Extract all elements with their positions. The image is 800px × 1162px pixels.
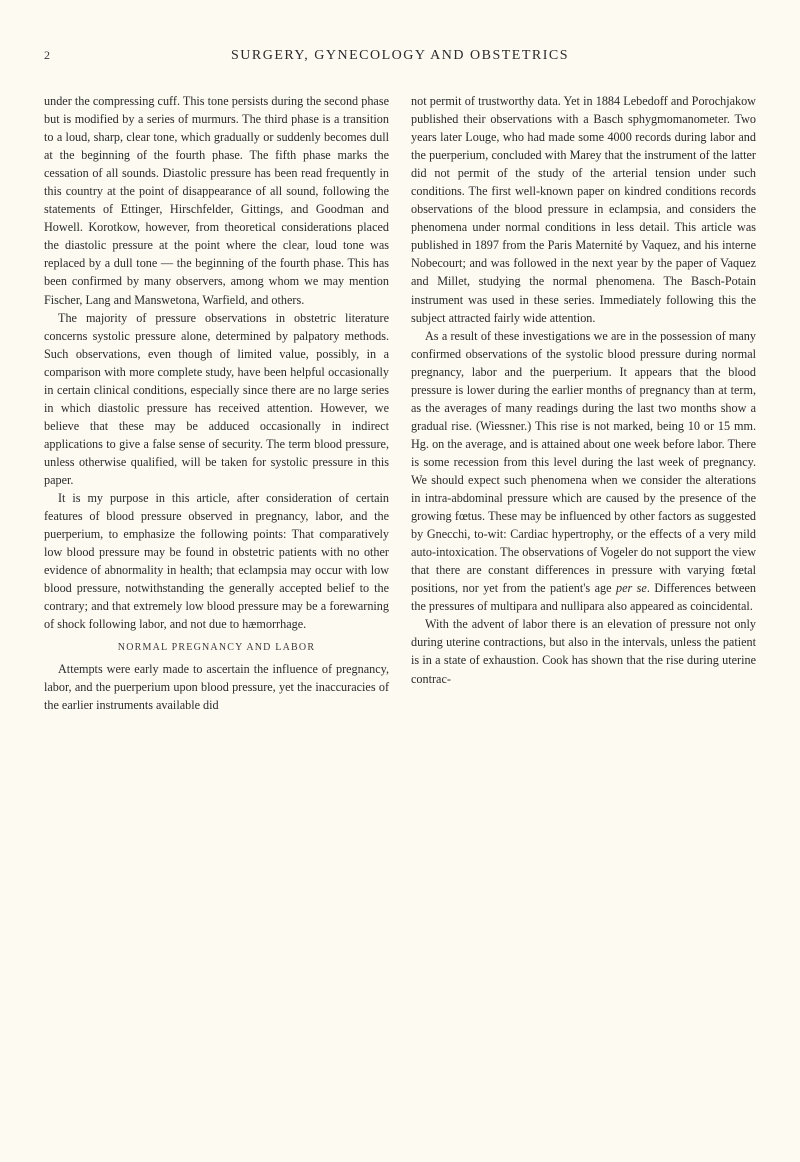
left-paragraph-4: Attempts were early made to ascertain th… bbox=[44, 660, 389, 714]
left-paragraph-2: The majority of pressure observations in… bbox=[44, 309, 389, 489]
right-column: not permit of trustworthy data. Yet in 1… bbox=[411, 92, 756, 714]
right-paragraph-2: As a result of these investigations we a… bbox=[411, 327, 756, 616]
right-paragraph-1: not permit of trustworthy data. Yet in 1… bbox=[411, 92, 756, 327]
page-header-title: SURGERY, GYNECOLOGY AND OBSTETRICS bbox=[44, 48, 756, 64]
page-number: 2 bbox=[44, 48, 50, 63]
section-heading-normal-pregnancy: NORMAL PREGNANCY AND LABOR bbox=[44, 641, 389, 656]
left-column: under the compressing cuff. This tone pe… bbox=[44, 92, 389, 714]
per-se-italic: per se bbox=[616, 581, 647, 595]
left-paragraph-1: under the compressing cuff. This tone pe… bbox=[44, 92, 389, 309]
left-paragraph-3: It is my purpose in this article, after … bbox=[44, 489, 389, 633]
right-p2-text-1: As a result of these investigations we a… bbox=[411, 329, 756, 596]
right-paragraph-3: With the advent of labor there is an ele… bbox=[411, 615, 756, 687]
two-column-layout: under the compressing cuff. This tone pe… bbox=[44, 92, 756, 714]
